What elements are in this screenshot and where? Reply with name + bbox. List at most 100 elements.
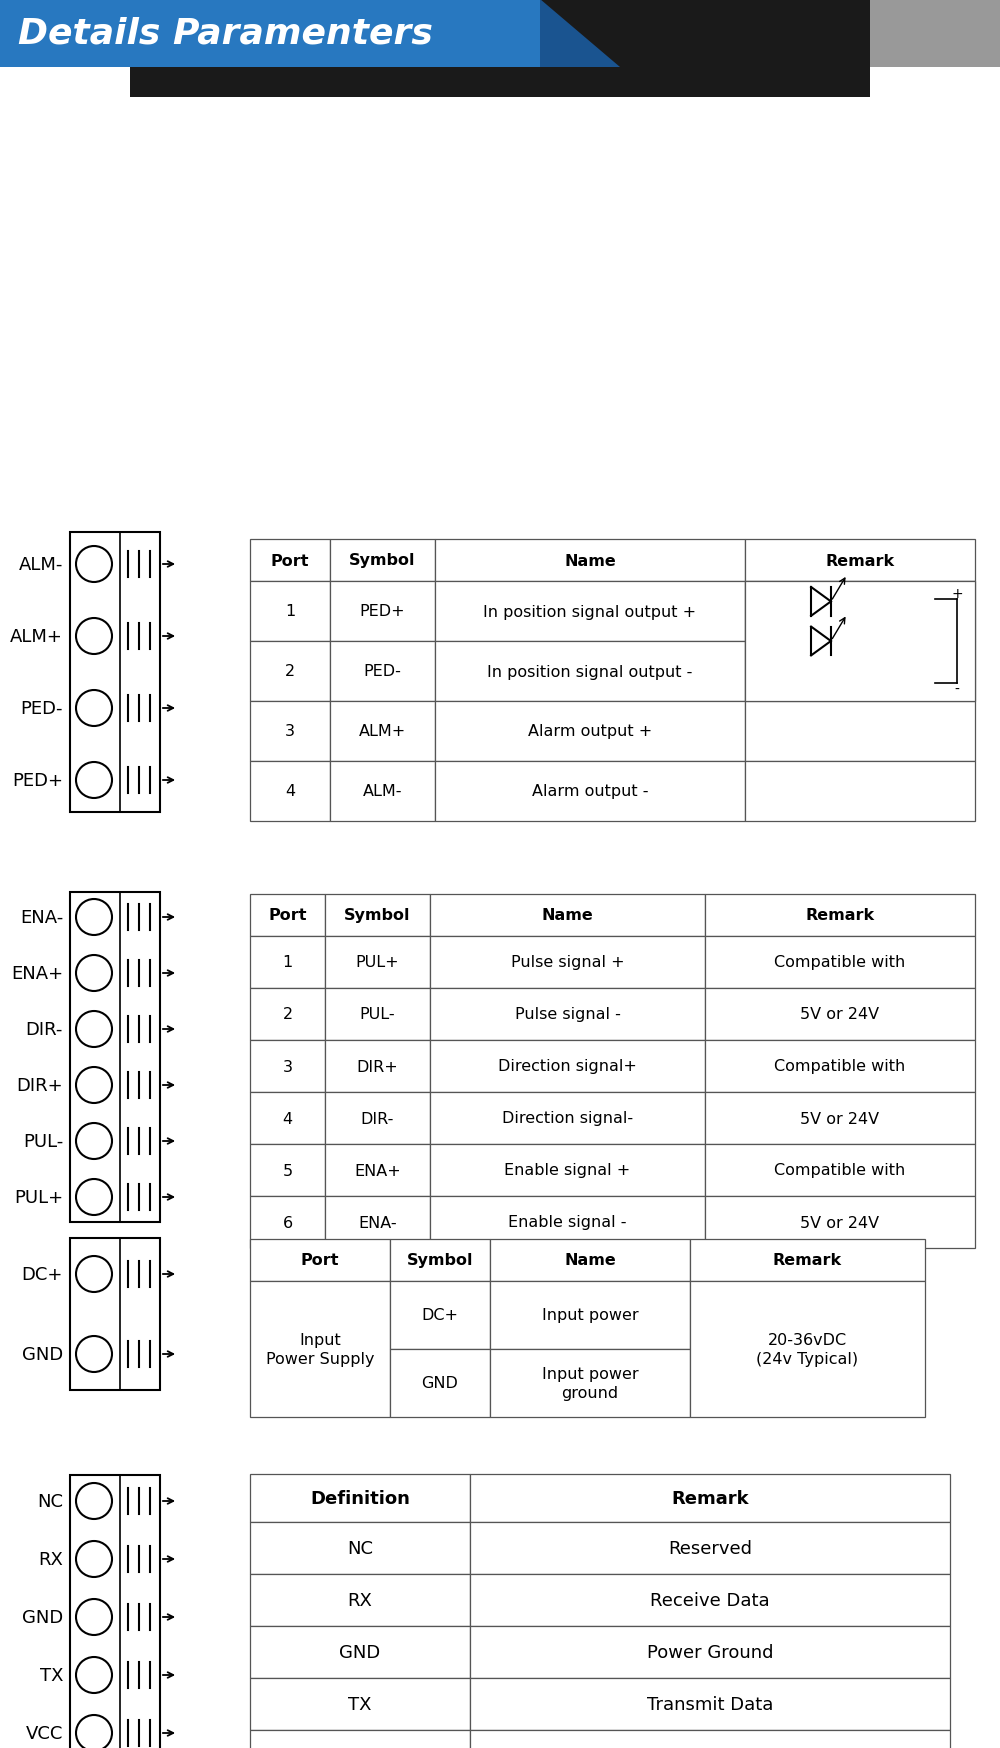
Text: Compatible with: Compatible with <box>774 1162 906 1178</box>
Bar <box>490 1239 690 1281</box>
Text: PUL+: PUL+ <box>356 954 399 970</box>
Text: 5V or 24V: 5V or 24V <box>800 1007 880 1023</box>
Text: PUL-: PUL- <box>360 1007 395 1023</box>
Text: GND: GND <box>22 1608 63 1626</box>
Bar <box>435 642 745 701</box>
Text: TX: TX <box>40 1666 63 1683</box>
Text: GND: GND <box>422 1376 458 1391</box>
Bar <box>250 1040 325 1092</box>
Text: PED-: PED- <box>21 699 63 718</box>
Text: Input power
ground: Input power ground <box>542 1367 638 1400</box>
Bar <box>250 937 325 988</box>
Text: GND: GND <box>339 1643 381 1661</box>
Text: Transmit Data: Transmit Data <box>647 1696 773 1713</box>
Text: ENA-: ENA- <box>20 909 63 926</box>
Bar <box>0 0 540 68</box>
Text: Port: Port <box>268 907 307 923</box>
Bar <box>705 1040 975 1092</box>
Bar <box>390 1239 490 1281</box>
Text: PUL-: PUL- <box>23 1133 63 1150</box>
Text: DIR-: DIR- <box>361 1112 394 1126</box>
Text: Port: Port <box>271 552 309 568</box>
Bar <box>250 1281 390 1418</box>
Bar <box>540 0 1000 68</box>
Text: Power Ground: Power Ground <box>647 1643 773 1661</box>
Text: 5V or 24V: 5V or 24V <box>800 1112 880 1126</box>
Text: ALM-: ALM- <box>19 556 63 573</box>
Text: Remark: Remark <box>805 907 875 923</box>
Polygon shape <box>540 0 620 68</box>
Bar <box>690 1239 925 1281</box>
Text: Compatible with: Compatible with <box>774 1059 906 1073</box>
Text: PUL+: PUL+ <box>14 1189 63 1206</box>
Bar <box>745 642 975 701</box>
Bar <box>705 1145 975 1196</box>
Text: DC+: DC+ <box>422 1308 458 1323</box>
Text: Pulse signal +: Pulse signal + <box>511 954 624 970</box>
Text: ALM+: ALM+ <box>10 628 63 645</box>
Text: NC: NC <box>347 1540 373 1557</box>
Bar <box>705 895 975 937</box>
Text: ENA-: ENA- <box>358 1215 397 1231</box>
Text: ENA+: ENA+ <box>354 1162 401 1178</box>
Text: In position signal output -: In position signal output - <box>487 664 693 680</box>
Text: Name: Name <box>564 552 616 568</box>
Bar <box>690 1281 925 1418</box>
Text: Symbol: Symbol <box>344 907 411 923</box>
Text: NC: NC <box>37 1493 63 1510</box>
Bar <box>470 1474 950 1523</box>
Bar <box>325 895 430 937</box>
Bar <box>250 988 325 1040</box>
Bar <box>430 1092 705 1145</box>
Text: DIR+: DIR+ <box>357 1059 398 1073</box>
Bar <box>430 937 705 988</box>
Bar <box>325 988 430 1040</box>
Bar <box>325 1040 430 1092</box>
Text: VCC: VCC <box>26 1724 63 1743</box>
Bar <box>70 1238 160 1390</box>
Text: PED+: PED+ <box>360 605 405 619</box>
Bar <box>70 891 160 1222</box>
Bar <box>745 762 975 822</box>
Bar <box>70 533 160 813</box>
Bar <box>250 1239 390 1281</box>
Bar <box>250 1523 470 1575</box>
Bar <box>250 895 325 937</box>
Bar <box>250 1731 470 1748</box>
Bar <box>745 701 975 762</box>
Bar <box>705 1092 975 1145</box>
Bar <box>435 762 745 822</box>
Text: Compatible with: Compatible with <box>774 954 906 970</box>
Text: Receive Data: Receive Data <box>650 1591 770 1610</box>
Text: Pulse signal -: Pulse signal - <box>515 1007 620 1023</box>
Bar <box>250 642 330 701</box>
Text: DIR+: DIR+ <box>16 1077 63 1094</box>
Bar <box>745 582 975 701</box>
Bar <box>250 1678 470 1731</box>
Text: DC+: DC+ <box>22 1266 63 1283</box>
Text: Remark: Remark <box>671 1489 749 1507</box>
Bar <box>250 1626 470 1678</box>
Text: iHSS42: iHSS42 <box>265 465 336 484</box>
Text: GND: GND <box>22 1346 63 1363</box>
Text: 3: 3 <box>283 1059 293 1073</box>
Bar <box>250 1145 325 1196</box>
Bar <box>250 1092 325 1145</box>
Bar <box>325 1092 430 1145</box>
Text: +: + <box>951 587 963 601</box>
Text: RX: RX <box>38 1550 63 1568</box>
Text: Enable signal -: Enable signal - <box>508 1215 627 1231</box>
Bar <box>390 1281 490 1349</box>
Bar <box>470 1731 950 1748</box>
Bar <box>130 0 870 98</box>
Text: In position signal output +: In position signal output + <box>483 605 697 619</box>
Text: 20-36vDC
(24v Typical): 20-36vDC (24v Typical) <box>756 1332 859 1365</box>
Bar <box>435 582 745 642</box>
Text: 4: 4 <box>282 1112 293 1126</box>
Bar <box>0 68 1000 530</box>
Bar <box>430 895 705 937</box>
Text: Definition: Definition <box>310 1489 410 1507</box>
Bar <box>745 540 975 582</box>
Text: 5V or 24V: 5V or 24V <box>800 1215 880 1231</box>
Bar <box>705 1196 975 1248</box>
